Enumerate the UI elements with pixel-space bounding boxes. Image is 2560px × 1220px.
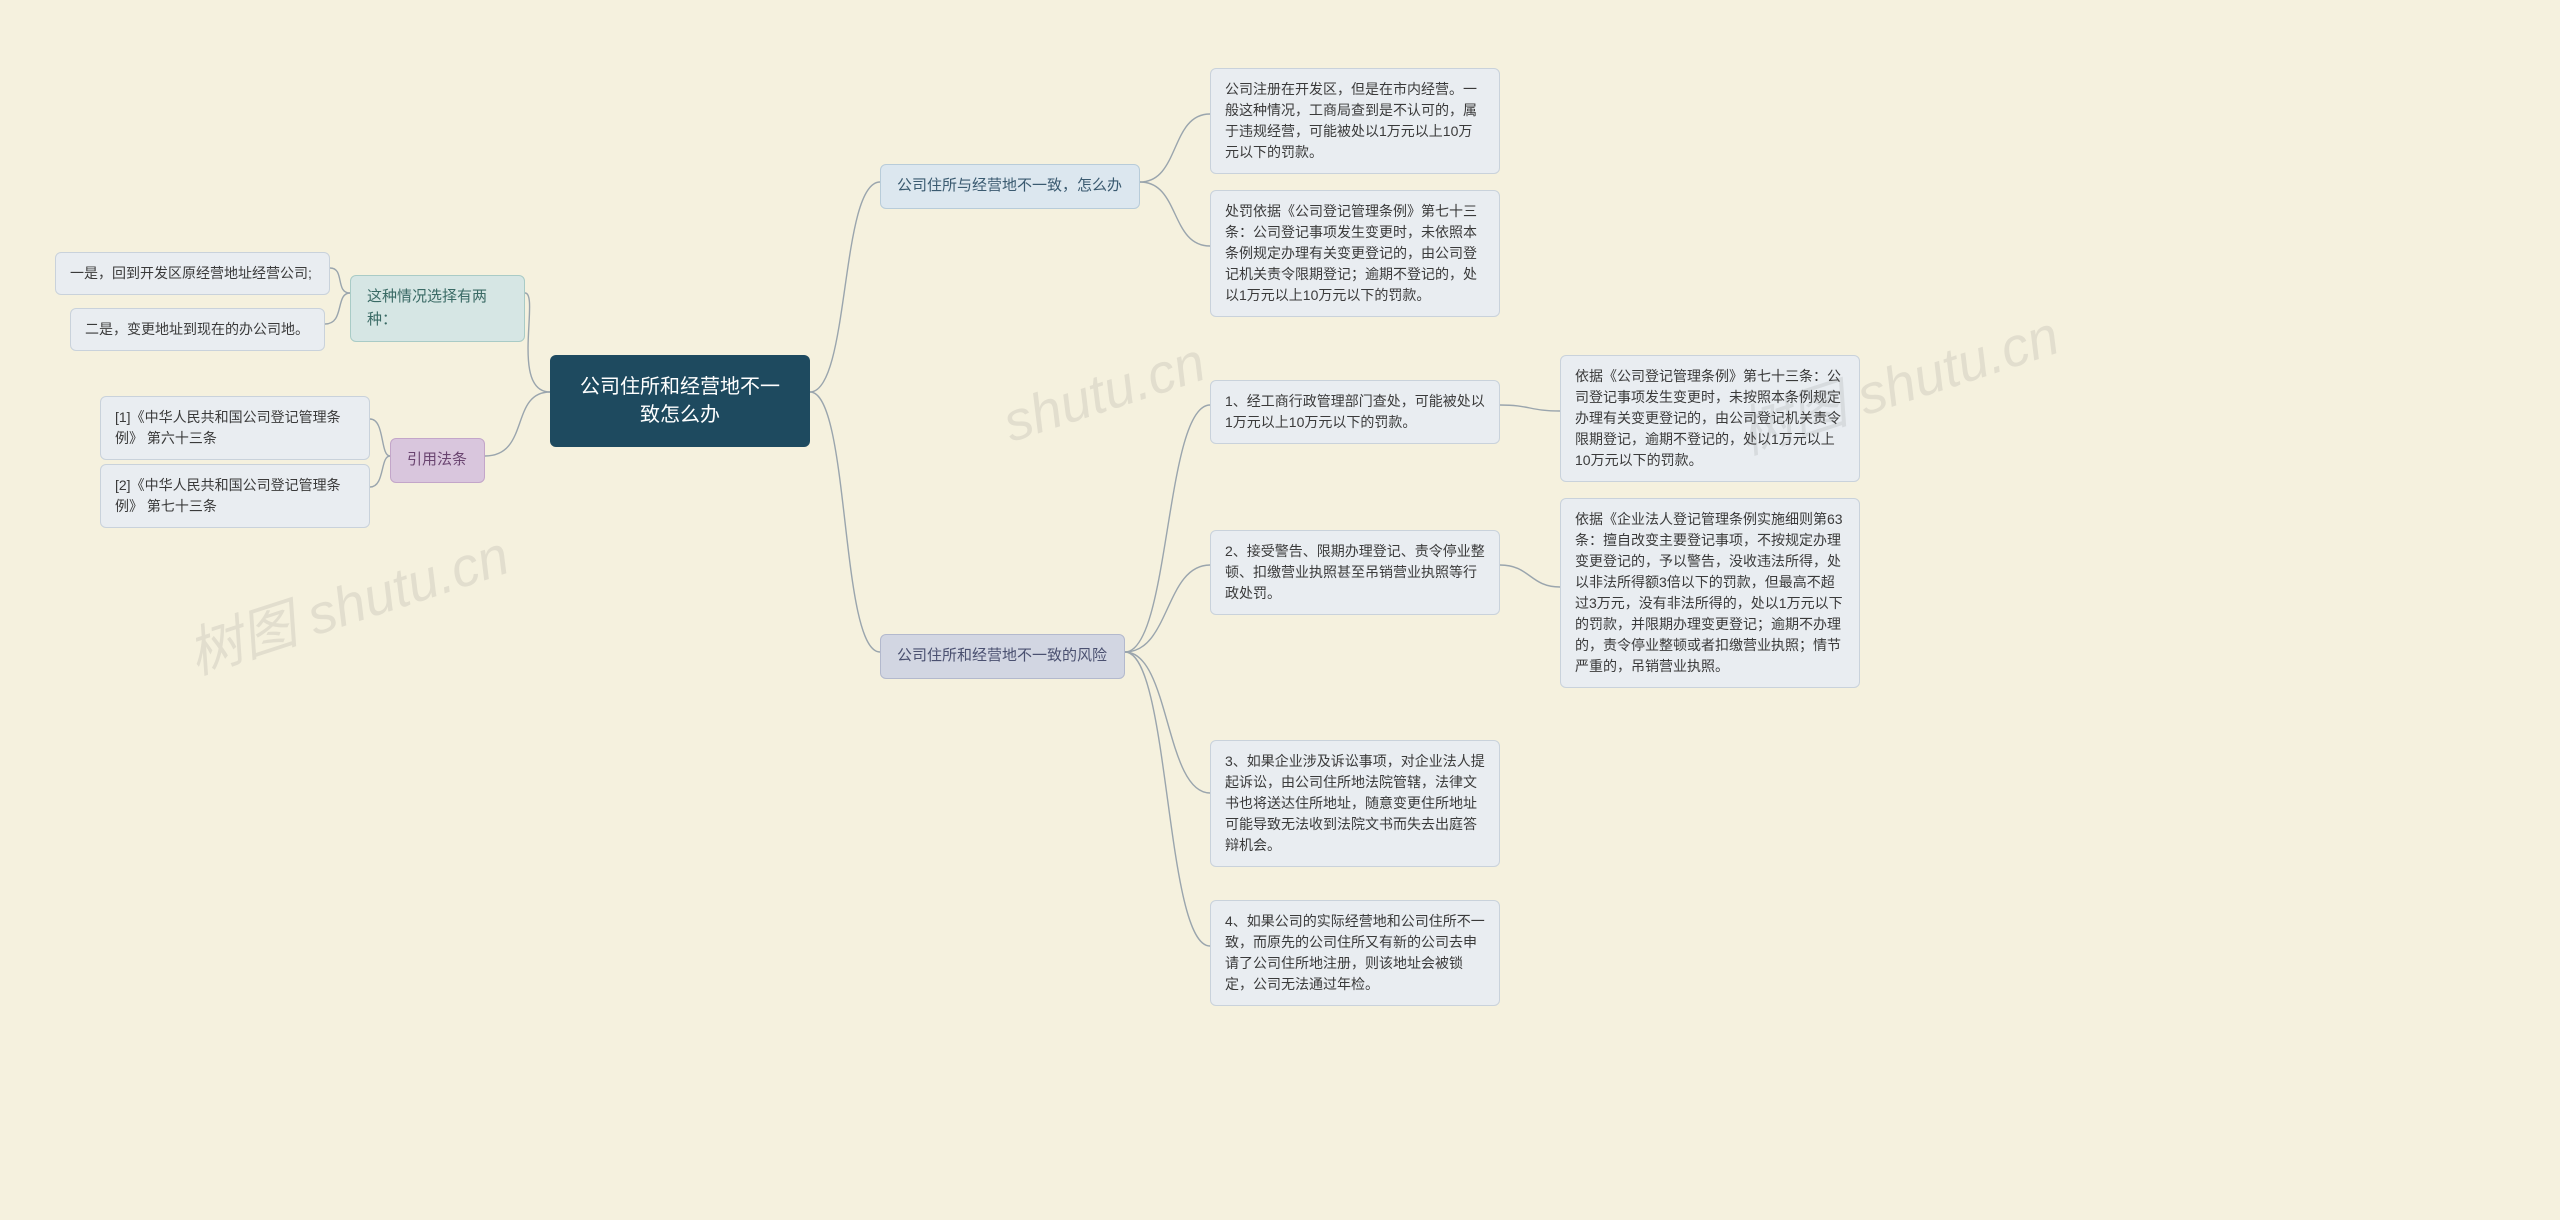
watermark: shutu.cn bbox=[995, 329, 1213, 454]
right-leaf-0-0: 公司注册在开发区，但是在市内经营。一般这种情况，工商局查到是不认可的，属于违规经… bbox=[1210, 68, 1500, 174]
right-leaf-1-2: 3、如果企业涉及诉讼事项，对企业法人提起诉讼，由公司住所地法院管辖，法律文书也将… bbox=[1210, 740, 1500, 867]
left-leaf-1-0: [1]《中华人民共和国公司登记管理条例》 第六十三条 bbox=[100, 396, 370, 460]
right-subleaf-1-1-0: 依据《企业法人登记管理条例实施细则第63条：擅自改变主要登记事项，不按规定办理变… bbox=[1560, 498, 1860, 688]
right-subleaf-1-0-0: 依据《公司登记管理条例》第七十三条：公司登记事项发生变更时，未按照本条例规定办理… bbox=[1560, 355, 1860, 482]
right-branch-1: 公司住所和经营地不一致的风险 bbox=[880, 634, 1125, 679]
left-branch-1: 引用法条 bbox=[390, 438, 485, 483]
left-leaf-0-1: 二是，变更地址到现在的办公司地。 bbox=[70, 308, 325, 351]
right-leaf-0-1: 处罚依据《公司登记管理条例》第七十三条：公司登记事项发生变更时，未依照本条例规定… bbox=[1210, 190, 1500, 317]
left-leaf-0-0: 一是，回到开发区原经营地址经营公司; bbox=[55, 252, 330, 295]
right-branch-0: 公司住所与经营地不一致，怎么办 bbox=[880, 164, 1140, 209]
left-leaf-1-1: [2]《中华人民共和国公司登记管理条例》 第七十三条 bbox=[100, 464, 370, 528]
right-leaf-1-0: 1、经工商行政管理部门查处，可能被处以1万元以上10万元以下的罚款。 bbox=[1210, 380, 1500, 444]
watermark: 树图 shutu.cn bbox=[176, 510, 518, 689]
left-branch-0: 这种情况选择有两种： bbox=[350, 275, 525, 342]
right-leaf-1-1: 2、接受警告、限期办理登记、责令停业整顿、扣缴营业执照甚至吊销营业执照等行政处罚… bbox=[1210, 530, 1500, 615]
root-node: 公司住所和经营地不一致怎么办 bbox=[550, 355, 810, 447]
right-leaf-1-3: 4、如果公司的实际经营地和公司住所不一致，而原先的公司住所又有新的公司去申请了公… bbox=[1210, 900, 1500, 1006]
